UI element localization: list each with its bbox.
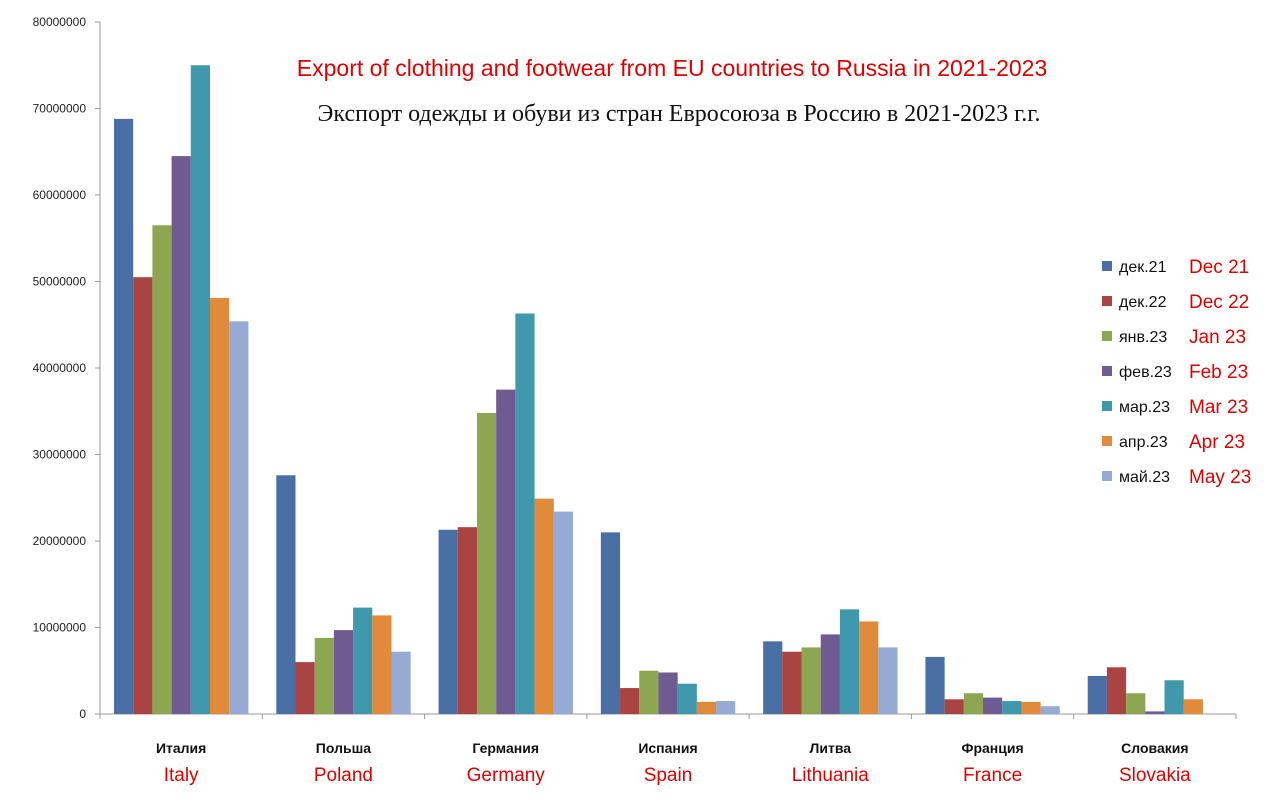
y-tick-label: 0 [79,707,86,721]
bar-germany-5 [515,313,535,714]
category-label-en: Italy [164,765,199,786]
bar-lithuania-6 [859,621,879,714]
category-label-en: Poland [314,765,373,786]
bar-poland-4 [333,630,354,714]
bar-slovakia-2 [1106,667,1127,714]
y-tick-label: 70000000 [33,102,87,116]
bar-germany-6 [534,498,554,714]
bar-slovakia-6 [1183,699,1203,714]
bar-germany-3 [476,412,497,714]
bar-france-4 [983,697,1003,714]
legend-swatch [1102,471,1112,481]
legend-label-ru: апр.23 [1119,434,1168,451]
legend-label-ru: май.23 [1119,469,1170,486]
bar-italy-6 [210,297,230,714]
bar-slovakia-5 [1164,680,1184,714]
bar-spain-4 [658,672,678,714]
category-label-ru: Литва [810,740,852,756]
bar-poland-1 [276,475,296,714]
y-tick-label: 30000000 [33,448,87,462]
legend-label-en: Feb 23 [1189,362,1248,383]
bar-germany-1 [438,529,458,714]
legend-swatch [1102,261,1112,271]
legend-label-ru: дек.21 [1119,259,1167,276]
chart-subtitle: Экспорт одежды и обуви из стран Евросоюз… [318,101,1041,127]
category-label-ru: Польша [316,740,371,756]
bar-poland-2 [295,662,315,714]
bar-italy-4 [171,156,191,714]
bar-lithuania-5 [839,609,860,714]
bar-germany-2 [457,527,477,714]
legend-swatch [1102,401,1112,411]
bar-poland-6 [372,615,392,714]
bar-italy-7 [229,321,249,714]
bar-france-7 [1040,706,1060,714]
bar-france-3 [963,693,984,714]
bar-france-1 [925,656,945,714]
bar-italy-1 [114,118,134,714]
y-tick-label: 60000000 [33,188,87,202]
y-tick-label: 50000000 [33,275,87,289]
bar-france-5 [1002,701,1022,714]
bar-germany-4 [496,389,516,714]
category-label-ru: Франция [962,740,1024,756]
bar-france-2 [944,699,964,714]
bar-lithuania-1 [763,641,783,714]
category-label-ru: Испания [638,740,697,756]
bar-spain-6 [696,701,717,714]
bar-spain-2 [620,688,640,714]
bar-lithuania-3 [801,647,821,714]
bar-poland-3 [314,637,334,714]
legend-label-en: Dec 21 [1189,257,1249,278]
legend-swatch [1102,331,1112,341]
category-label-ru: Словакия [1121,740,1188,756]
bar-poland-7 [391,651,411,714]
category-label-ru: Германия [472,740,539,756]
x-category-labels: Италия Italy Польша Poland Германия Germany Ис… [156,740,1191,786]
legend-label-ru: фев.23 [1119,364,1172,381]
y-tick-labels: 0 10000000 20000000 30000000 40000000 5000000… [33,15,87,721]
bar-slovakia-4 [1145,711,1165,714]
bar-spain-7 [716,701,736,714]
legend-swatch [1102,436,1112,446]
category-label-ru: Италия [156,740,206,756]
y-tick-label: 20000000 [33,534,87,548]
bar-lithuania-2 [782,651,802,714]
bar-france-6 [1021,701,1041,714]
legend-label-ru: мар.23 [1119,399,1170,416]
legend-swatch [1102,296,1112,306]
chart-title: Export of clothing and footwear from EU … [297,55,1047,81]
legend-label-en: Jan 23 [1189,327,1246,348]
legend-swatch [1102,366,1112,376]
category-label-en: France [963,765,1022,786]
bar-poland-5 [353,607,373,714]
bars [114,65,1203,714]
category-label-en: Slovakia [1119,765,1191,786]
legend-label-ru: дек.22 [1119,294,1167,311]
bar-spain-1 [600,532,621,714]
legend-label-en: Mar 23 [1189,397,1248,418]
bar-spain-5 [677,683,697,714]
bar-lithuania-7 [878,647,898,714]
y-tick-label: 10000000 [33,621,87,635]
legend-label-en: Apr 23 [1189,432,1245,453]
y-tick-label: 40000000 [33,361,87,375]
bar-lithuania-4 [820,634,840,714]
bar-slovakia-1 [1087,675,1107,714]
bar-italy-5 [190,65,210,714]
bar-germany-7 [553,511,573,714]
legend-label-ru: янв.23 [1119,329,1167,346]
category-label-en: Spain [644,765,693,786]
bar-italy-2 [133,277,153,714]
legend-label-en: Dec 22 [1189,292,1249,313]
bar-slovakia-3 [1126,693,1146,714]
legend: дек.21 Dec 21 дек.22 Dec 22 янв.23 Jan 23 фев.… [1102,257,1251,488]
bar-spain-3 [639,670,659,714]
legend-label-en: May 23 [1189,467,1251,488]
bar-italy-3 [152,225,172,714]
category-label-en: Germany [467,765,546,786]
category-label-en: Lithuania [792,765,870,786]
y-tick-label: 80000000 [33,15,87,29]
